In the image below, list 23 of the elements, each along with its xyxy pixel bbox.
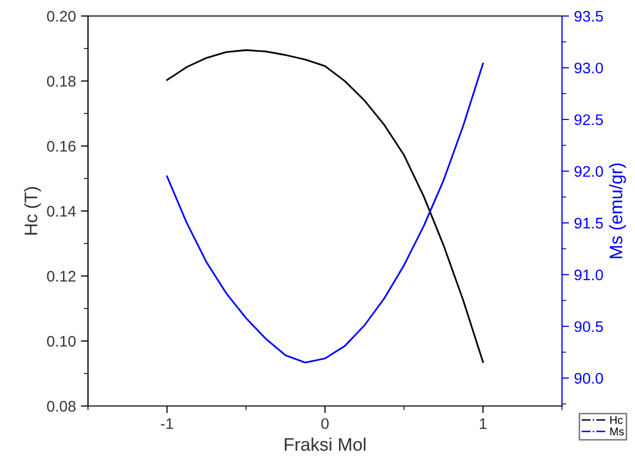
y-tick-label: 0.18: [47, 76, 76, 87]
y-tick-label: 0.08: [47, 400, 76, 412]
y-tick-label: 0.12: [47, 270, 76, 282]
y-tick-label: 0.10: [47, 336, 76, 347]
y-tick-label: 0.16: [47, 140, 76, 152]
y2-tick-label: 90.0: [574, 372, 603, 384]
x-tick-label: 1: [480, 418, 487, 429]
y2-tick-label: 93.5: [574, 10, 603, 22]
legend-label: Hc: [610, 416, 623, 424]
y-axis-title: Hc (T): [24, 187, 41, 235]
y-tick-label: 0.20: [47, 10, 76, 22]
y-tick-label: 0.14: [47, 206, 76, 217]
y2-tick-label: 92.5: [574, 114, 603, 126]
x-tick-label: -1: [160, 418, 174, 429]
y2-tick-label: 90.5: [574, 321, 603, 332]
x-axis-title: Fraksi Mol: [284, 438, 366, 451]
y2-tick-label: 92.0: [574, 166, 603, 177]
y2-axis-title: Ms (emu/gr): [609, 163, 626, 258]
y2-tick-label: 91.5: [574, 218, 603, 229]
y2-tick-label: 93.0: [574, 62, 603, 74]
y2-tick-label: 91.0: [574, 269, 603, 280]
x-tick-label: 0: [321, 418, 329, 430]
legend-label: Ms: [610, 428, 624, 436]
